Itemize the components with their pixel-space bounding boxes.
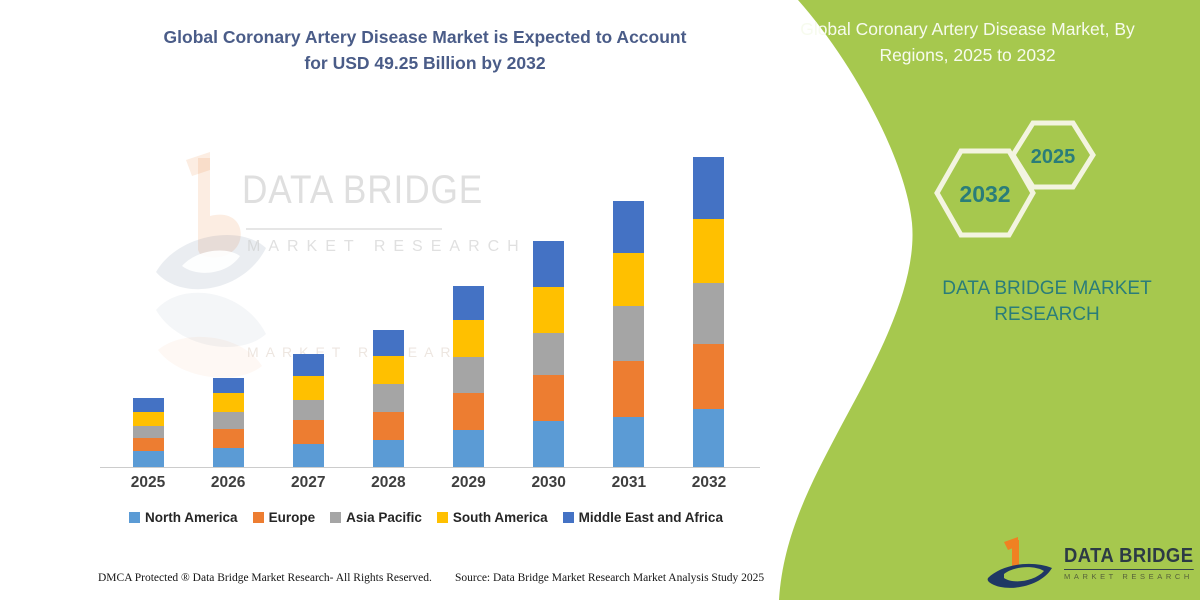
legend-label: Europe xyxy=(268,510,316,525)
hexagon-2025-label: 2025 xyxy=(1031,146,1076,168)
legend-item-north-america: North America xyxy=(129,510,238,525)
bar-segment-europe-2031 xyxy=(613,361,645,417)
bar-segment-south-america-2031 xyxy=(613,252,645,306)
legend-swatch xyxy=(129,512,141,523)
bar-segment-south-america-2027 xyxy=(292,376,324,400)
chart-area xyxy=(100,148,760,468)
x-axis-label-2029: 2029 xyxy=(451,474,486,491)
bar-segment-north-america-2031 xyxy=(613,416,645,467)
bar-segment-europe-2027 xyxy=(292,419,324,444)
bar-segment-south-america-2028 xyxy=(372,356,404,385)
legend-label: South America xyxy=(452,510,548,525)
bar-segment-south-america-2032 xyxy=(693,219,725,284)
bar-segment-europe-2026 xyxy=(212,429,244,449)
legend-item-asia-pacific: Asia Pacific xyxy=(330,510,422,525)
bar-segment-north-america-2028 xyxy=(372,439,404,467)
x-axis-label-2028: 2028 xyxy=(371,474,406,491)
bar-segment-middle-east-and-africa-2025 xyxy=(132,397,164,413)
bar-segment-north-america-2026 xyxy=(212,448,244,467)
hexagon-2032-label: 2032 xyxy=(959,181,1010,207)
page-title-line1: Global Coronary Artery Disease Market is… xyxy=(163,27,687,47)
legend-label: Middle East and Africa xyxy=(578,510,723,525)
bar-segment-north-america-2027 xyxy=(292,443,324,467)
bar-segment-south-america-2029 xyxy=(453,319,485,357)
bar-segment-middle-east-and-africa-2029 xyxy=(453,286,485,320)
bar-segment-north-america-2025 xyxy=(132,451,164,467)
x-axis-label-2032: 2032 xyxy=(691,474,727,491)
bar-segment-asia-pacific-2032 xyxy=(693,283,725,344)
hexagon-2032 xyxy=(934,148,1036,238)
page-title: Global Coronary Artery Disease Market is… xyxy=(90,24,760,77)
legend-swatch xyxy=(436,512,448,523)
bar-segment-europe-2028 xyxy=(372,411,404,440)
company-logo-name: DATA BRIDGE xyxy=(1064,545,1194,570)
bar-segment-north-america-2029 xyxy=(453,429,485,467)
company-logo-icon xyxy=(987,537,1052,588)
source-footer-text: Source: Data Bridge Market Research Mark… xyxy=(455,572,765,584)
x-axis-label-2030: 2030 xyxy=(531,474,566,491)
x-axis-label-2026: 2026 xyxy=(210,474,246,491)
x-axis-labels: 2025 2026 2027 2028 2029 2030 2031 2032 xyxy=(100,474,760,496)
bar-segment-asia-pacific-2028 xyxy=(372,384,404,412)
bar-segment-asia-pacific-2031 xyxy=(613,305,645,362)
bar-segment-middle-east-and-africa-2031 xyxy=(613,200,645,253)
page-title-line2: for USD 49.25 Billion by 2032 xyxy=(304,53,546,74)
bar-segment-europe-2029 xyxy=(453,392,485,430)
legend-label: North America xyxy=(145,510,238,525)
legend-swatch xyxy=(562,512,574,523)
company-logo-sub: MARKET RESEARCH xyxy=(1064,572,1193,581)
bar-segment-north-america-2032 xyxy=(693,408,725,467)
hexagon-2025 xyxy=(1010,120,1096,190)
x-axis-label-2025: 2025 xyxy=(130,474,166,491)
bar-segment-south-america-2025 xyxy=(132,412,164,427)
bar-segment-south-america-2030 xyxy=(533,287,565,333)
company-logo: DATA BRIDGE MARKET RESEARCH xyxy=(986,534,1200,592)
right-panel-title: Global Coronary Artery Disease Market, B… xyxy=(800,19,1135,66)
year-hexagons: 2032 2025 xyxy=(934,120,1096,238)
bar-segment-middle-east-and-africa-2030 xyxy=(533,241,565,288)
chart-legend: North America Europe Asia Pacific South Ame… xyxy=(88,510,764,525)
bar-segment-middle-east-and-africa-2028 xyxy=(372,330,404,357)
x-axis-label-2027: 2027 xyxy=(291,474,326,491)
bar-segment-middle-east-and-africa-2026 xyxy=(212,377,244,394)
legend-label: Asia Pacific xyxy=(346,510,422,525)
legend-swatch xyxy=(330,512,342,523)
bar-segment-asia-pacific-2029 xyxy=(453,356,485,393)
x-axis-label-2031: 2031 xyxy=(611,474,647,491)
dmca-footer-text: DMCA Protected ® Data Bridge Market Rese… xyxy=(98,572,432,584)
bar-segment-europe-2025 xyxy=(132,438,164,452)
bar-segment-europe-2030 xyxy=(533,375,565,422)
legend-swatch xyxy=(252,512,264,523)
bar-segment-middle-east-and-africa-2032 xyxy=(693,156,725,220)
bar-segment-south-america-2026 xyxy=(212,393,244,413)
bar-segment-asia-pacific-2030 xyxy=(533,332,565,376)
bar-segment-europe-2032 xyxy=(693,343,725,409)
bar-segment-asia-pacific-2027 xyxy=(292,399,324,420)
legend-item-south-america: South America xyxy=(436,510,548,525)
legend-item-middle-east-and-africa: Middle East and Africa xyxy=(562,510,723,525)
bar-segment-north-america-2030 xyxy=(533,421,565,467)
bar-segment-asia-pacific-2026 xyxy=(212,412,244,430)
right-panel-brand-text: DATA BRIDGE MARKET RESEARCH xyxy=(942,278,1152,325)
bar-segment-asia-pacific-2025 xyxy=(132,426,164,439)
bar-segment-middle-east-and-africa-2027 xyxy=(292,354,324,377)
legend-item-europe: Europe xyxy=(252,510,316,525)
